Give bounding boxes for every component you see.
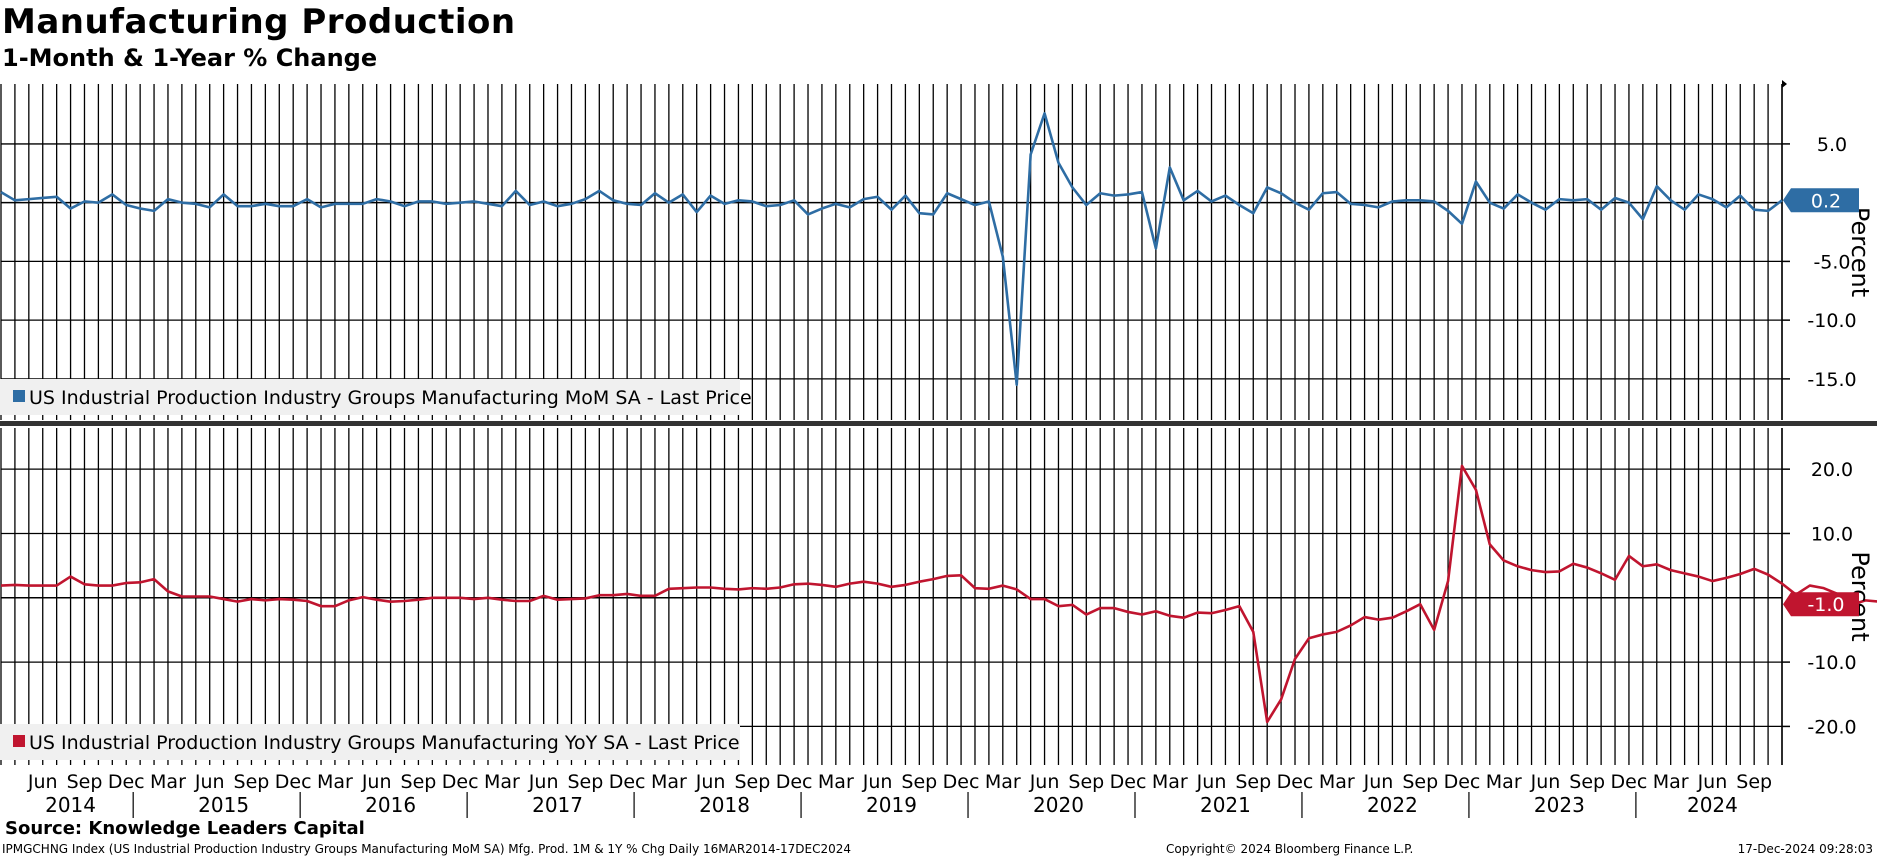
x-tick-label: Mar bbox=[818, 771, 854, 793]
x-tick-label: Mar bbox=[317, 771, 353, 793]
x-tick-label: Jun bbox=[1196, 771, 1227, 793]
axis-arrow bbox=[1782, 80, 1787, 88]
x-tick-label: Sep bbox=[401, 771, 437, 793]
x-tick-label: Jun bbox=[1363, 771, 1394, 793]
x-tick-label: Dec bbox=[943, 771, 980, 793]
x-tick-label: Sep bbox=[234, 771, 270, 793]
x-year-label: 2024 bbox=[1687, 793, 1738, 817]
x-tick-label: Jun bbox=[1029, 771, 1060, 793]
x-tick-label: Mar bbox=[1653, 771, 1689, 793]
x-tick-label: Sep bbox=[901, 771, 937, 793]
series-line bbox=[0, 112, 1783, 387]
series-lines bbox=[0, 112, 1877, 724]
x-tick-label: Dec bbox=[108, 771, 145, 793]
legend-swatch bbox=[13, 390, 25, 402]
last-value-tag bbox=[1783, 188, 1859, 213]
x-year-label: 2022 bbox=[1367, 793, 1418, 817]
x-tick-label: Mar bbox=[985, 771, 1021, 793]
x-year-label: 2018 bbox=[699, 793, 750, 817]
gridlines bbox=[0, 84, 1783, 765]
x-year-label: 2016 bbox=[365, 793, 416, 817]
series-line bbox=[0, 464, 1877, 724]
y-axis-title: Percent bbox=[1846, 207, 1874, 297]
x-tick-label: Mar bbox=[150, 771, 186, 793]
x-tick-label: Sep bbox=[567, 771, 603, 793]
legend-box bbox=[0, 724, 740, 760]
x-year-label: 2019 bbox=[866, 793, 917, 817]
x-year-label: 2023 bbox=[1534, 793, 1585, 817]
timestamp: 17-Dec-2024 09:28:03 bbox=[1737, 842, 1873, 856]
legend-label: US Industrial Production Industry Groups… bbox=[29, 387, 752, 409]
x-year-label: 2020 bbox=[1033, 793, 1084, 817]
x-tick-label: Jun bbox=[194, 771, 225, 793]
series-description: IPMGCHNG Index (US Industrial Production… bbox=[2, 842, 852, 856]
x-tick-label: Sep bbox=[1569, 771, 1605, 793]
y-tick-label: -5.0 bbox=[1813, 251, 1850, 273]
last-value-label: 0.2 bbox=[1811, 190, 1841, 212]
x-tick-label: Mar bbox=[1319, 771, 1355, 793]
x-tick-label: Mar bbox=[651, 771, 687, 793]
x-tick-label: Jun bbox=[361, 771, 392, 793]
legend-swatch bbox=[13, 735, 25, 747]
last-value-label: -1.0 bbox=[1807, 594, 1844, 616]
x-tick-label: Jun bbox=[862, 771, 893, 793]
chart-subtitle: 1-Month & 1-Year % Change bbox=[2, 44, 378, 72]
copyright-note: Copyright© 2024 Bloomberg Finance L.P. bbox=[1166, 842, 1414, 856]
x-tick-label: Dec bbox=[442, 771, 479, 793]
x-tick-label: Sep bbox=[734, 771, 770, 793]
y-tick-label: 20.0 bbox=[1811, 459, 1853, 481]
source-note: Source: Knowledge Leaders Capital bbox=[5, 818, 365, 839]
x-tick-label: Dec bbox=[776, 771, 813, 793]
x-tick-label: Dec bbox=[1611, 771, 1648, 793]
x-tick-label: Dec bbox=[1110, 771, 1147, 793]
x-tick-label: Jun bbox=[27, 771, 58, 793]
x-tick-label: Dec bbox=[1444, 771, 1481, 793]
y-tick-label: 5.0 bbox=[1817, 134, 1847, 156]
x-tick-label: Dec bbox=[1277, 771, 1314, 793]
last-value-tag bbox=[1783, 592, 1859, 617]
x-tick-label: Mar bbox=[484, 771, 520, 793]
x-tick-label: Jun bbox=[528, 771, 559, 793]
y-tick-label: -15.0 bbox=[1807, 369, 1856, 391]
x-year-label: 2014 bbox=[45, 793, 96, 817]
x-tick-label: Mar bbox=[1486, 771, 1522, 793]
y-tick-label: -10.0 bbox=[1807, 310, 1856, 332]
y-tick-label: -10.0 bbox=[1807, 652, 1856, 674]
chart-title: Manufacturing Production bbox=[2, 2, 516, 42]
legend-label: US Industrial Production Industry Groups… bbox=[29, 732, 740, 754]
x-tick-label: Dec bbox=[609, 771, 646, 793]
x-tick-label: Jun bbox=[695, 771, 726, 793]
y-tick-label: 10.0 bbox=[1811, 523, 1853, 545]
x-tick-label: Sep bbox=[1736, 771, 1772, 793]
x-tick-label: Sep bbox=[1068, 771, 1104, 793]
x-year-label: 2017 bbox=[532, 793, 583, 817]
y-tick-label: -20.0 bbox=[1807, 716, 1856, 738]
x-tick-label: Jun bbox=[1697, 771, 1728, 793]
x-tick-label: Sep bbox=[1402, 771, 1438, 793]
axes bbox=[0, 80, 1877, 818]
x-year-label: 2015 bbox=[198, 793, 249, 817]
x-year-label: 2021 bbox=[1200, 793, 1251, 817]
x-tick-label: Sep bbox=[1235, 771, 1271, 793]
x-tick-label: Dec bbox=[275, 771, 312, 793]
legend-box bbox=[0, 379, 740, 415]
x-tick-label: Mar bbox=[1152, 771, 1188, 793]
x-tick-label: Sep bbox=[67, 771, 103, 793]
x-tick-label: Jun bbox=[1530, 771, 1561, 793]
